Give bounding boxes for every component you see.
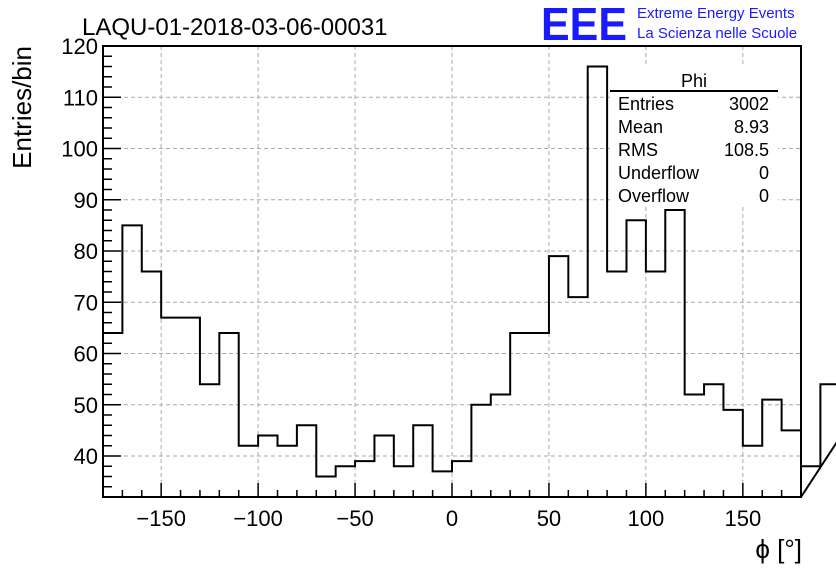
histogram-bin [161,318,180,497]
y-axis-label: Entries/bin [7,46,37,169]
histogram-outline [102,65,836,498]
histogram-bin [316,477,335,498]
stats-box-title: Phi [681,71,707,91]
chart-title: LAQU-01-2018-03-06-00031 [82,14,388,41]
histogram-bin [374,436,393,498]
x-tick-label: 0 [446,506,458,531]
histogram-bin [646,272,665,498]
stats-box-rows: Entries 3002 Mean 8.93 RMS 108.5 Underflow 0 Ove… [618,94,769,206]
histogram-bin [181,318,200,497]
histogram-bin [200,384,219,497]
histogram-bin [297,425,316,497]
stats-row-value: 0 [759,163,769,183]
x-tick-label: 50 [537,506,561,531]
stats-row-label: Entries [618,94,674,114]
stats-box: Phi Entries 3002 Mean 8.93 RMS 108.5 Underflow… [610,66,778,206]
y-tick-label: 120 [61,34,98,59]
histogram-bin [452,461,471,497]
histogram-bin [142,272,161,498]
stats-row-label: Overflow [618,186,690,206]
x-tick-label: −50 [336,506,373,531]
stats-row-value: 0 [759,186,769,206]
histogram-bin [433,471,452,497]
stats-box-background [610,66,778,206]
histogram-bin [219,333,238,497]
histogram-bin [665,210,684,497]
stats-row-label: RMS [618,140,658,160]
histogram-bin [820,384,836,497]
histogram-bin [588,67,607,498]
y-tick-label: 90 [74,188,98,213]
x-axis-label: ϕ [°] [755,534,802,564]
histogram-bin [239,446,258,497]
eee-logo: EEE Extreme Energy Events La Scienza nel… [541,0,797,50]
histogram-bin [704,384,723,497]
axis-ticks [103,45,783,497]
y-tick-label: 40 [74,444,98,469]
stats-row-value: 8.93 [734,117,769,137]
histogram-bin [568,297,587,497]
logo-line-2: La Scienza nelle Scuole [637,25,797,42]
x-tick-label: 100 [628,506,665,531]
histogram-bin [278,446,297,497]
y-tick-label: 50 [74,393,98,418]
histogram-bin [723,410,742,497]
y-tick-label: 60 [74,342,98,367]
y-tick-label: 110 [63,85,98,110]
stats-row-label: Mean [618,117,663,137]
y-tick-label: 100 [61,137,98,162]
stats-row-label: Underflow [618,163,700,183]
histogram-bin [782,430,801,497]
stats-row-value: 108.5 [724,140,769,160]
y-tick-label: 70 [74,290,98,315]
histogram-bin [491,395,510,498]
axis-tick-labels: −150 −100 −50 0 50 100 150 40 50 60 70 80 90 100 110 12… [61,34,761,531]
histogram-bin [607,272,626,498]
histogram-bin [549,256,568,497]
x-tick-label: −150 [136,506,186,531]
x-tick-label: −100 [233,506,283,531]
histogram-bin [530,333,549,497]
histogram-bin [685,395,704,498]
histogram-bin [762,400,781,497]
histogram-bin [355,461,374,497]
histogram-bin [743,446,762,497]
stats-row-value: 3002 [729,94,769,114]
histogram-bin [336,466,355,497]
histogram-bin [394,466,413,497]
histogram-bin [627,220,646,497]
y-tick-label: 80 [74,239,98,264]
histogram-bin [510,333,529,497]
histogram-bin [258,436,277,498]
histogram-bin [413,425,432,497]
logo-line-1: Extreme Energy Events [637,5,795,22]
x-tick-label: 150 [724,506,761,531]
histogram-bin [471,405,490,497]
eee-logo-mark: EEE [541,0,627,50]
